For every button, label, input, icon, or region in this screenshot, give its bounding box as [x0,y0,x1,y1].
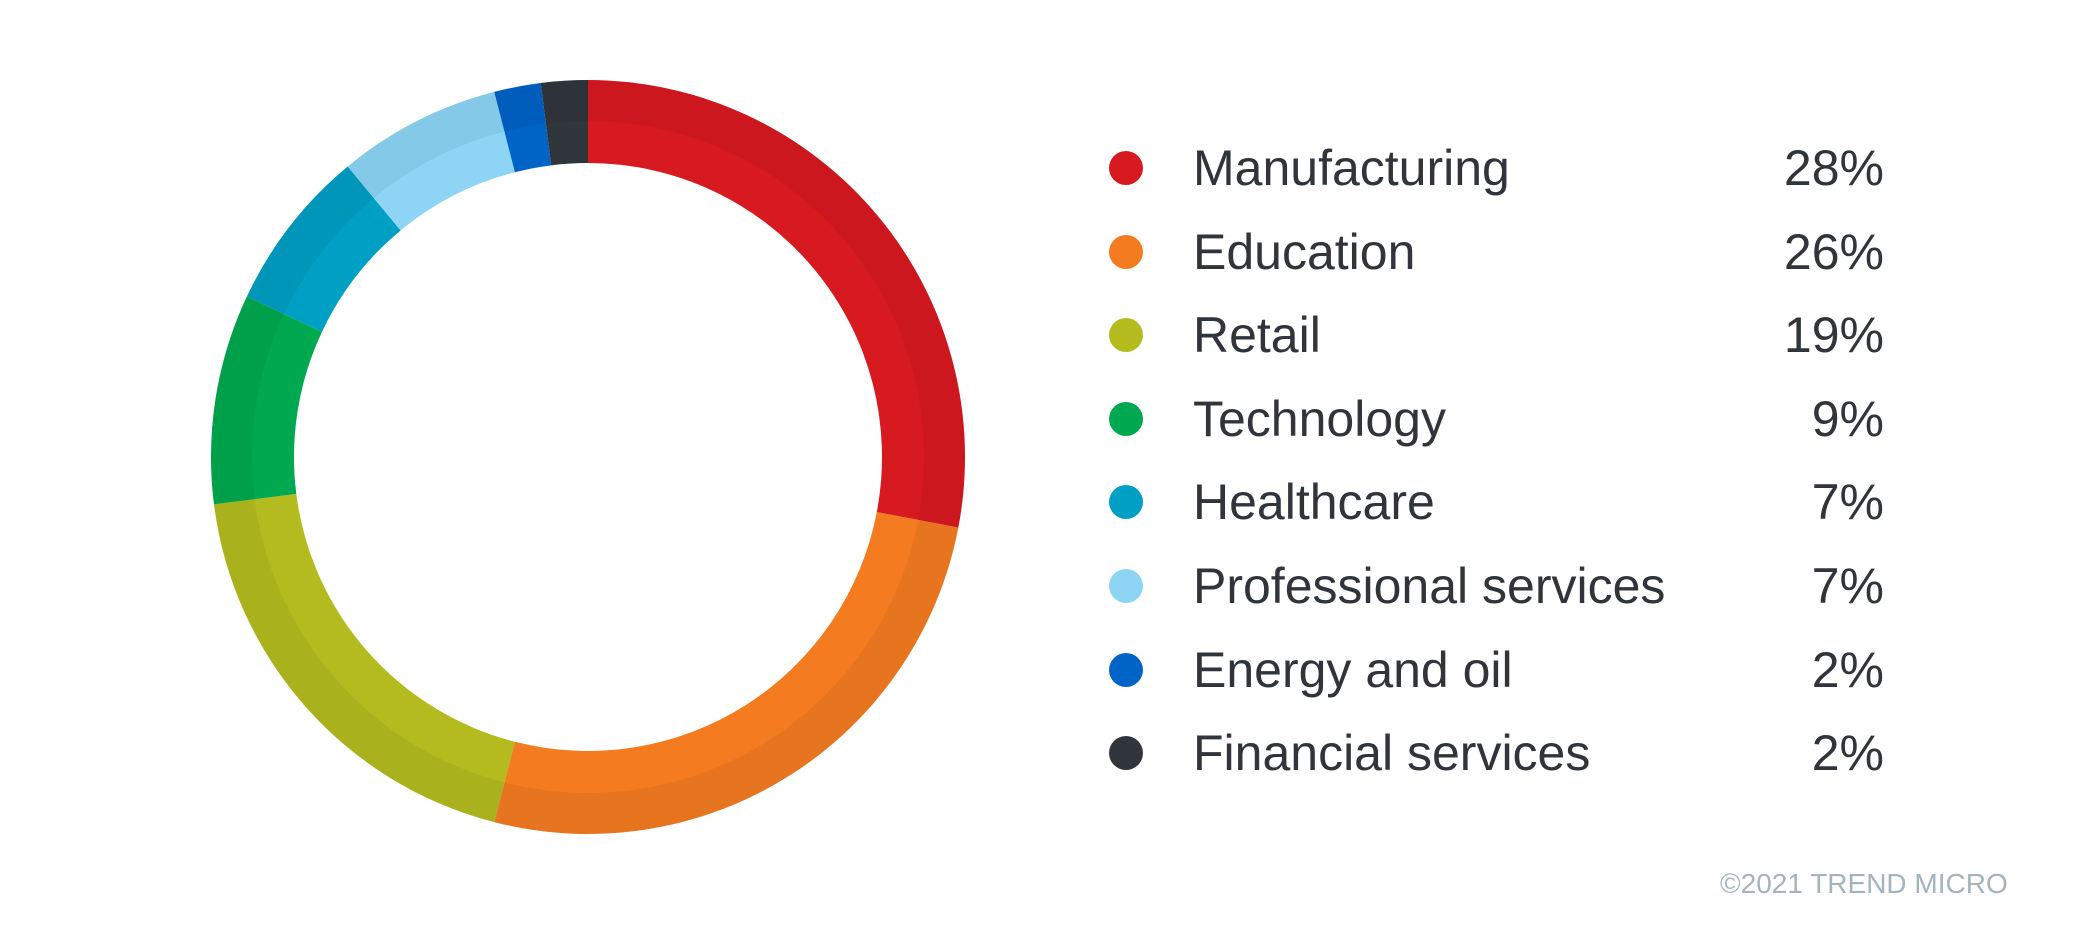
legend-dot-icon [1109,569,1143,603]
legend-dot-icon [1109,485,1143,520]
donut-chart [211,80,965,834]
legend-dot-icon [1109,736,1143,771]
donut-slice-education [494,512,959,834]
legend-item: Education 26% [1100,222,1884,282]
legend-label: Manufacturing [1193,140,1510,196]
legend-item: Retail 19% [1100,305,1884,365]
legend-value: 9% [1811,390,1884,447]
legend-label: Education [1193,223,1416,280]
legend-dot-icon [1109,151,1143,185]
legend-label: Energy and oil [1193,641,1513,698]
legend-dot-icon [1109,401,1143,436]
legend-value: 7% [1811,474,1884,531]
legend-value: 2% [1811,725,1884,782]
legend-value: 7% [1811,558,1884,614]
donut-slice-technology [211,296,322,505]
donut-slice-manufacturing [588,80,965,528]
legend-item: Technology 9% [1100,389,1884,449]
legend-item: Financial services 2% [1100,723,1884,783]
donut-slice-financial-services [540,80,588,166]
legend-value: 28% [1783,140,1884,196]
donut-slice-professional-services [347,91,515,231]
legend-label: Technology [1193,390,1446,447]
legend-dot-icon [1109,652,1143,687]
legend-value: 2% [1811,641,1884,698]
legend-label: Healthcare [1193,474,1435,531]
copyright: ©2021 TREND MICRO [1720,868,2008,899]
donut-slice-energy-and-oil [494,82,552,173]
legend-label: Retail [1193,307,1321,364]
legend-label: Professional services [1193,558,1666,614]
legend-item: Manufacturing 28% [1100,138,1884,198]
legend-item: Energy and oil 2% [1100,640,1884,700]
legend-value: 26% [1783,223,1884,280]
legend-value: 19% [1783,307,1884,364]
legend-item: Professional services 7% [1100,556,1884,616]
legend-item: Healthcare 7% [1100,472,1884,532]
donut-slice-retail [213,493,515,823]
legend-dot-icon [1109,234,1143,269]
donut-shading [211,80,965,834]
legend-label: Financial services [1193,725,1591,782]
legend-dot-icon [1109,318,1143,353]
donut-slice-healthcare [246,166,401,332]
